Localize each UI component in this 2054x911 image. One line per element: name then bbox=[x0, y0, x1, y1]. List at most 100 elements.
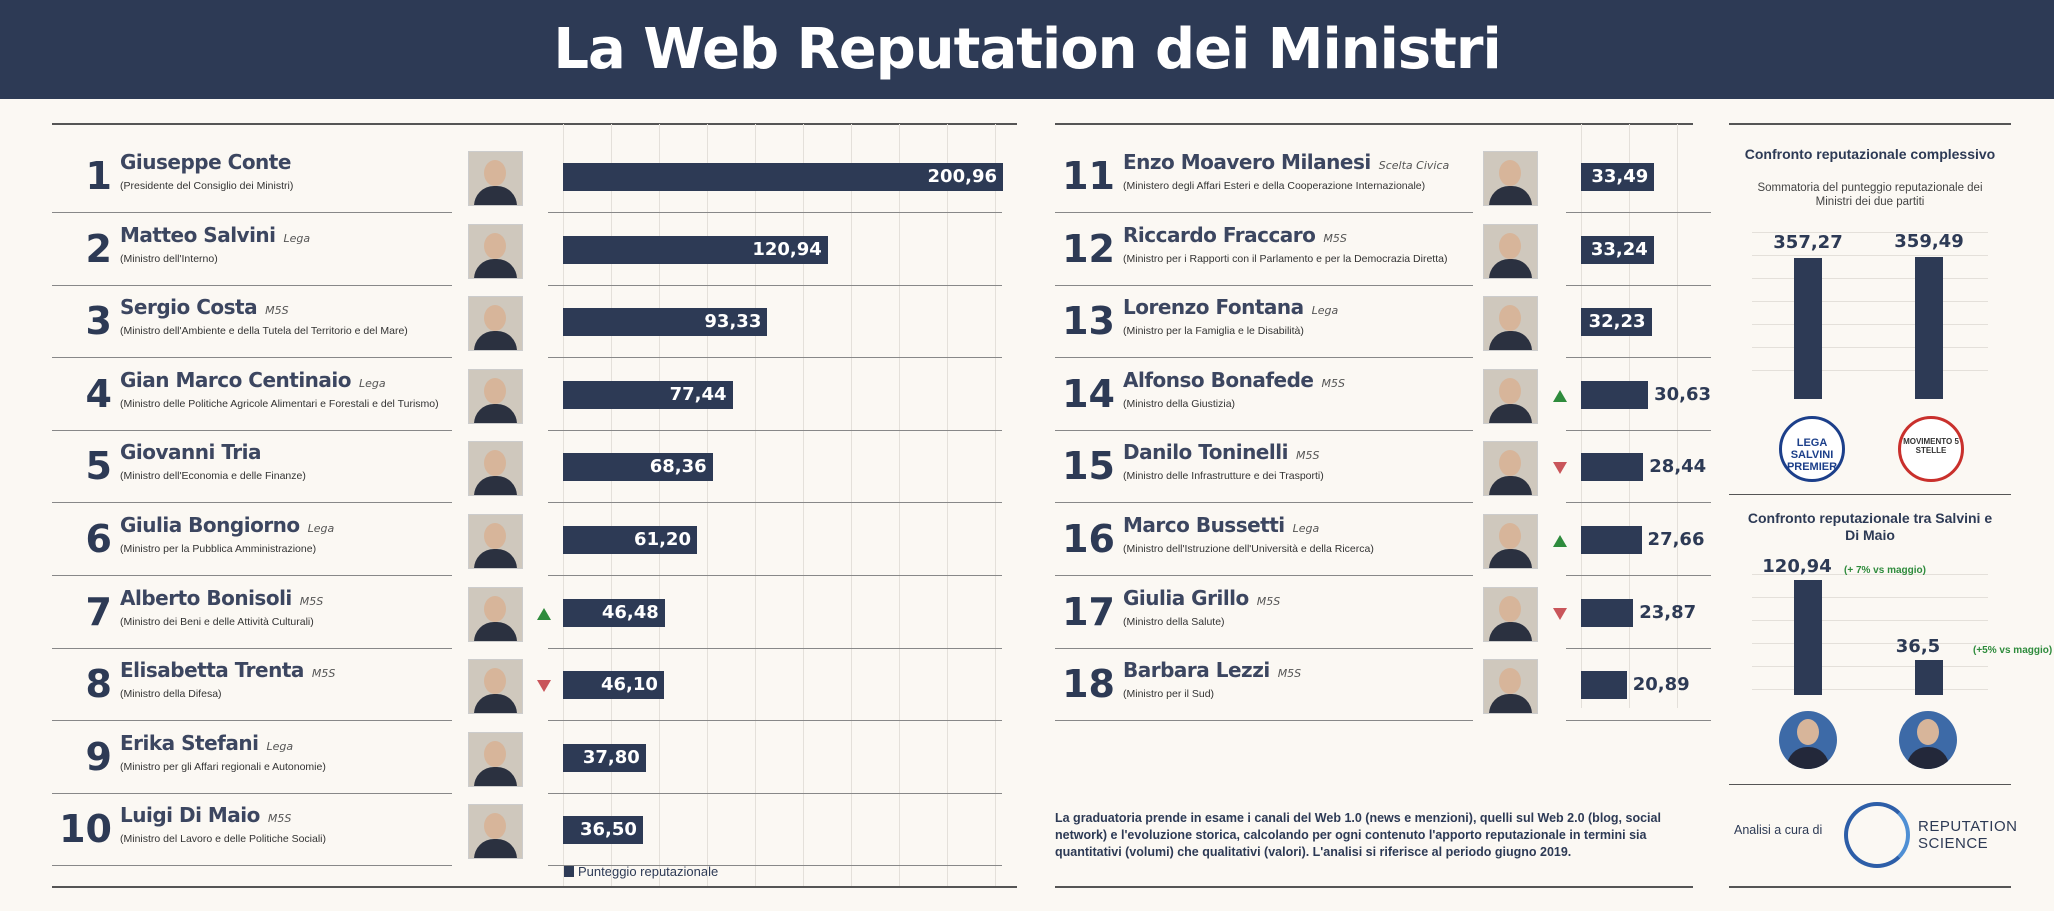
minister-name-text: Alberto Bonisoli bbox=[120, 585, 292, 610]
salvini-dimaio-bar bbox=[1794, 580, 1822, 695]
lega-logo-icon: LEGA SALVINI PREMIER bbox=[1779, 416, 1845, 482]
grid-line bbox=[899, 124, 900, 886]
value-bar bbox=[563, 163, 1003, 191]
minister-name: Enzo Moavero Milanesi Scelta Civica bbox=[1123, 150, 1449, 174]
minister-name-text: Giovanni Tria bbox=[120, 440, 262, 465]
photo-face bbox=[484, 813, 506, 840]
minister-name-text: Giuseppe Conte bbox=[120, 150, 291, 174]
value-bar bbox=[563, 308, 768, 337]
ranking-row: 6 Giulia Bongiorno Lega (Ministro per la Pu… bbox=[52, 505, 452, 576]
panel-2-grid bbox=[1752, 666, 1988, 667]
minister-role: (Ministro dell'Economia e delle Finanze) bbox=[120, 470, 306, 483]
value-label: 46,48 bbox=[601, 601, 659, 623]
minister-role: (Ministro dell'Istruzione dell'Universit… bbox=[1123, 543, 1374, 555]
minister-role: (Ministro del Lavoro e delle Politiche S… bbox=[120, 833, 327, 846]
ranking-row: 2 Matteo Salvini Lega (Ministro dell'Intern… bbox=[52, 215, 452, 286]
minister-name-text: Erika Stefani bbox=[120, 730, 259, 755]
rank-number: 12 bbox=[1062, 226, 1115, 271]
bottom-rule-mid bbox=[1055, 886, 1693, 888]
minister-role: (Ministro per la Pubblica Amministrazion… bbox=[120, 543, 317, 555]
party-label: M5S bbox=[311, 667, 336, 681]
ranking-row: 16 Marco Bussetti Lega (Ministro dell'Istru… bbox=[1055, 505, 1473, 576]
top-rule-mid bbox=[1055, 123, 1693, 125]
credit-label: Analisi a cura di bbox=[1734, 823, 1823, 837]
photo-face bbox=[484, 595, 506, 622]
grid-line bbox=[1677, 124, 1678, 708]
row-underline bbox=[1055, 647, 1473, 649]
bar-underline bbox=[548, 502, 1002, 504]
rank-number: 4 bbox=[85, 371, 112, 416]
panel-2-grid bbox=[1752, 643, 1988, 644]
salvini-dimaio-value: 120,94 bbox=[1762, 556, 1832, 577]
bar-underline bbox=[1566, 575, 1711, 576]
minister-name: Alfonso Bonafede M5S bbox=[1123, 368, 1345, 392]
value-label: 28,44 bbox=[1649, 456, 1707, 478]
value-bar bbox=[1581, 235, 1654, 264]
row-underline bbox=[1055, 720, 1473, 722]
ranking-row: 13 Lorenzo Fontana Lega (Ministro per la Fa… bbox=[1055, 287, 1473, 359]
ranking-row: 8 Elisabetta Trenta M5S (Ministro della Dif… bbox=[52, 650, 452, 722]
photo-body bbox=[474, 258, 517, 278]
photo-body bbox=[1489, 694, 1532, 714]
minister-role: (Ministro per il Sud) bbox=[1123, 688, 1215, 701]
grid-line bbox=[947, 124, 948, 886]
bar-underline bbox=[548, 357, 1002, 359]
minister-name-text: Giulia Bongiorno bbox=[120, 513, 300, 537]
panel-1-grid bbox=[1752, 324, 1988, 325]
row-underline bbox=[52, 284, 452, 286]
minister-name-text: Matteo Salvini bbox=[120, 222, 276, 247]
minister-photo bbox=[468, 514, 523, 569]
reputation-science-wordmark: REPUTATION SCIENCE bbox=[1918, 818, 2017, 852]
value-label: 68,36 bbox=[649, 456, 707, 478]
rank-number: 17 bbox=[1062, 589, 1115, 634]
minister-photo bbox=[1483, 586, 1538, 642]
party-label: M5S bbox=[1323, 231, 1347, 245]
ranking-row: 10 Luigi Di Maio M5S (Ministro del Lavoro e… bbox=[52, 795, 452, 867]
panel-1-title: Confronto reputazionale complessivo bbox=[1744, 146, 1996, 162]
minister-name-text: Giulia Grillo bbox=[1123, 585, 1249, 610]
value-label: 77,44 bbox=[669, 383, 727, 405]
party-label: Lega bbox=[266, 739, 294, 753]
ranking-row: 9 Erika Stefani Lega (Ministro per gli Affa… bbox=[52, 723, 452, 794]
minister-role: (Ministro delle Infrastrutture e dei Tra… bbox=[1123, 470, 1324, 483]
minister-name: Danilo Toninelli M5S bbox=[1123, 440, 1319, 464]
panel-1-grid bbox=[1752, 301, 1988, 302]
panel-2-grid bbox=[1752, 689, 1988, 690]
value-bar bbox=[1581, 598, 1634, 627]
minister-role: (Ministro della Difesa) bbox=[120, 688, 222, 701]
bar-underline bbox=[548, 284, 1002, 286]
value-bar bbox=[1581, 671, 1627, 700]
photo-face bbox=[1499, 377, 1521, 404]
minister-name-text: Luigi Di Maio bbox=[120, 803, 260, 828]
party-label: Scelta Civica bbox=[1378, 159, 1450, 172]
bar-underline bbox=[1566, 502, 1711, 504]
panel-1-grid bbox=[1752, 278, 1988, 279]
rank-number: 2 bbox=[85, 226, 112, 271]
bar-underline bbox=[548, 212, 1002, 213]
minister-name-text: Alfonso Bonafede bbox=[1123, 367, 1314, 392]
party-label: M5S bbox=[1321, 376, 1345, 390]
minister-name: Barbara Lezzi M5S bbox=[1123, 658, 1301, 682]
minister-photo bbox=[468, 586, 523, 642]
minister-name-text: Danilo Toninelli bbox=[1123, 440, 1288, 465]
row-underline bbox=[1055, 429, 1473, 431]
minister-role: (Ministro delle Politiche Agricole Alime… bbox=[120, 397, 439, 410]
rank-number: 1 bbox=[85, 154, 112, 198]
grid-line bbox=[851, 124, 852, 886]
ranking-row: 12 Riccardo Fraccaro M5S (Ministro per i Ra… bbox=[1055, 215, 1473, 286]
photo-face bbox=[1499, 160, 1521, 186]
minister-photo bbox=[468, 296, 523, 352]
panel-2-grid bbox=[1752, 597, 1988, 598]
photo-body bbox=[1489, 186, 1532, 205]
row-underline bbox=[1055, 502, 1473, 504]
party-label: M5S bbox=[1295, 449, 1320, 463]
panel-divider-1 bbox=[1729, 494, 2011, 495]
value-label: 33,49 bbox=[1591, 166, 1649, 187]
brand-line-1: REPUTATION bbox=[1918, 818, 2018, 835]
trend-down-icon bbox=[1553, 607, 1567, 620]
photo-body bbox=[474, 839, 517, 859]
minister-role: (Ministro dei Beni e delle Attività Cult… bbox=[120, 615, 314, 628]
photo-face bbox=[484, 740, 506, 767]
grid-line bbox=[611, 124, 612, 886]
m5s-logo-text: MOVIMENTO 5 STELLE bbox=[1903, 437, 1959, 455]
